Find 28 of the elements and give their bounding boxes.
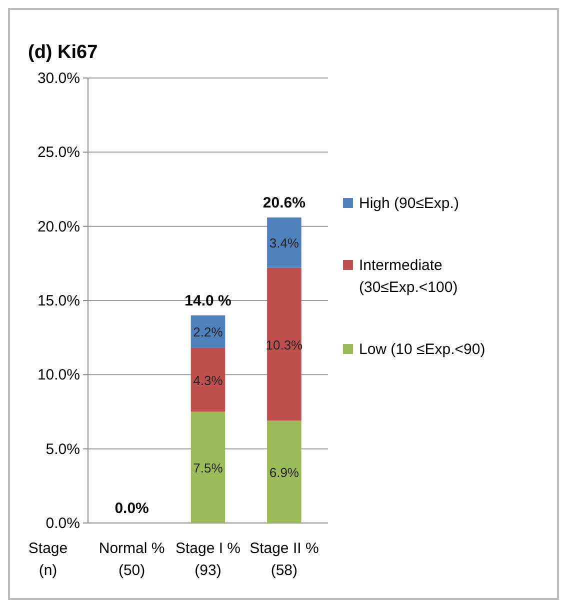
data-label: 7.5% [193,460,224,476]
legend-label: High (90≤Exp.) [359,195,459,212]
total-label: 14.0 % [184,292,232,310]
data-label: 2.2% [193,324,224,340]
bar [267,420,302,523]
text: Stage (n) [28,540,68,579]
total-label: 20.6% [262,194,306,212]
data-label: 4.3% [193,372,224,388]
legend-label: Intermediate (30≤Exp.<100) [359,257,458,296]
data-label: 6.9% [269,464,300,480]
y-tick-label: 15.0% [37,292,80,310]
legend-label: Low (10 ≤Exp.<90) [359,341,486,358]
y-tick-label: 25.0% [37,144,80,162]
y-tick-label: 5.0% [46,440,80,458]
y-tick-label: 0.0% [46,515,80,532]
data-label: 3.4% [269,236,300,251]
chart-title: (d) Ki67 [28,42,98,63]
bar [190,348,226,412]
y-tick-label: 30.0% [37,70,80,87]
x-tick-label: Stage II % (58) [250,540,319,579]
total-label: 0.0% [114,500,149,517]
x-tick-label: Stage I % (93) [175,540,241,579]
y-tick-label: 10.0% [37,366,80,384]
y-tick-label: 20.0% [37,218,80,236]
bar [267,217,302,268]
bar [190,412,226,523]
x-tick-label: Normal % (50) [98,540,165,579]
bar [267,268,302,421]
